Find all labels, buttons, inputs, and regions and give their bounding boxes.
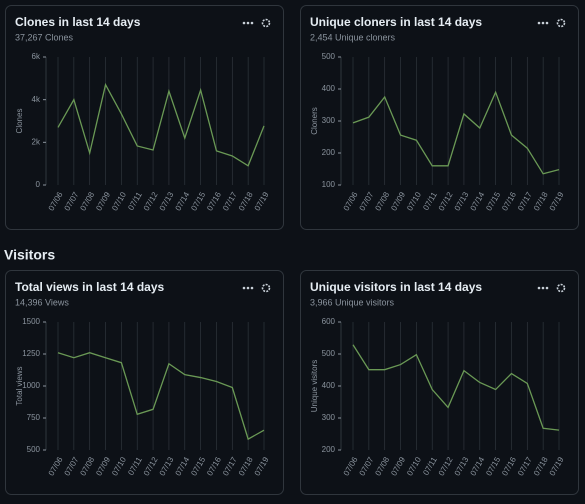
more-dot	[537, 286, 541, 290]
more-dot	[541, 286, 545, 290]
more-dot	[250, 21, 254, 25]
y-tick-label: 1000	[22, 381, 40, 390]
more-dot	[541, 21, 545, 25]
card-border	[5, 5, 284, 230]
card-border	[300, 5, 579, 230]
line	[57, 352, 265, 441]
settings-icon	[556, 18, 566, 28]
card-border	[5, 270, 284, 495]
more-dot	[242, 286, 246, 290]
more-dot	[545, 286, 549, 290]
chart-subtitle: 14,396 Views	[15, 297, 69, 307]
y-tick-label: 300	[322, 116, 336, 125]
settings-icon	[261, 18, 271, 28]
more-dot	[250, 286, 254, 290]
chart-subtitle: 37,267 Clones	[15, 32, 74, 42]
y-tick-label: 750	[27, 413, 41, 422]
y-tick-label: 500	[27, 445, 41, 454]
chart-subtitle: 2,454 Unique cloners	[310, 32, 396, 42]
more-dot	[246, 21, 250, 25]
more-dot	[242, 21, 246, 25]
chart-card: Unique cloners in last 14 days 2,454 Uniq…	[300, 5, 579, 230]
y-tick-label: 4k	[32, 95, 41, 104]
y-tick-label: 1250	[22, 349, 40, 358]
more-dot	[246, 286, 250, 290]
more-dot	[545, 21, 549, 25]
chart-subtitle: 3,966 Unique visitors	[310, 297, 395, 307]
y-axis-label: Total views	[15, 366, 24, 405]
y-tick-label: 500	[322, 349, 336, 358]
y-tick-label: 200	[322, 148, 336, 157]
chart-title: Clones in last 14 days	[15, 15, 141, 29]
y-tick-label: 2k	[32, 137, 41, 146]
y-tick-label: 400	[322, 84, 336, 93]
y-tick-label: 400	[322, 381, 336, 390]
chart-title: Unique cloners in last 14 days	[310, 15, 482, 29]
y-axis-label: Clones	[15, 109, 24, 134]
line	[352, 344, 560, 431]
chart-card: Unique visitors in last 14 days 3,966 Uni…	[300, 270, 579, 495]
y-axis-label: Cloners	[310, 107, 319, 135]
section-heading: Visitors	[4, 247, 55, 263]
y-tick-label: 200	[322, 445, 336, 454]
y-tick-label: 500	[322, 52, 336, 61]
line	[352, 90, 560, 175]
y-tick-label: 0	[36, 180, 41, 189]
settings-icon	[556, 283, 566, 293]
y-tick-label: 100	[322, 180, 336, 189]
y-axis-label: Unique visitors	[310, 360, 319, 412]
line	[57, 82, 265, 167]
more-dot	[537, 21, 541, 25]
y-tick-label: 6k	[32, 52, 41, 61]
y-tick-label: 300	[322, 413, 336, 422]
y-tick-label: 600	[322, 317, 336, 326]
chart-title: Unique visitors in last 14 days	[310, 280, 482, 294]
card-border	[300, 270, 579, 495]
y-tick-label: 1500	[22, 317, 40, 326]
settings-icon	[261, 283, 271, 293]
chart-title: Total views in last 14 days	[15, 280, 165, 294]
